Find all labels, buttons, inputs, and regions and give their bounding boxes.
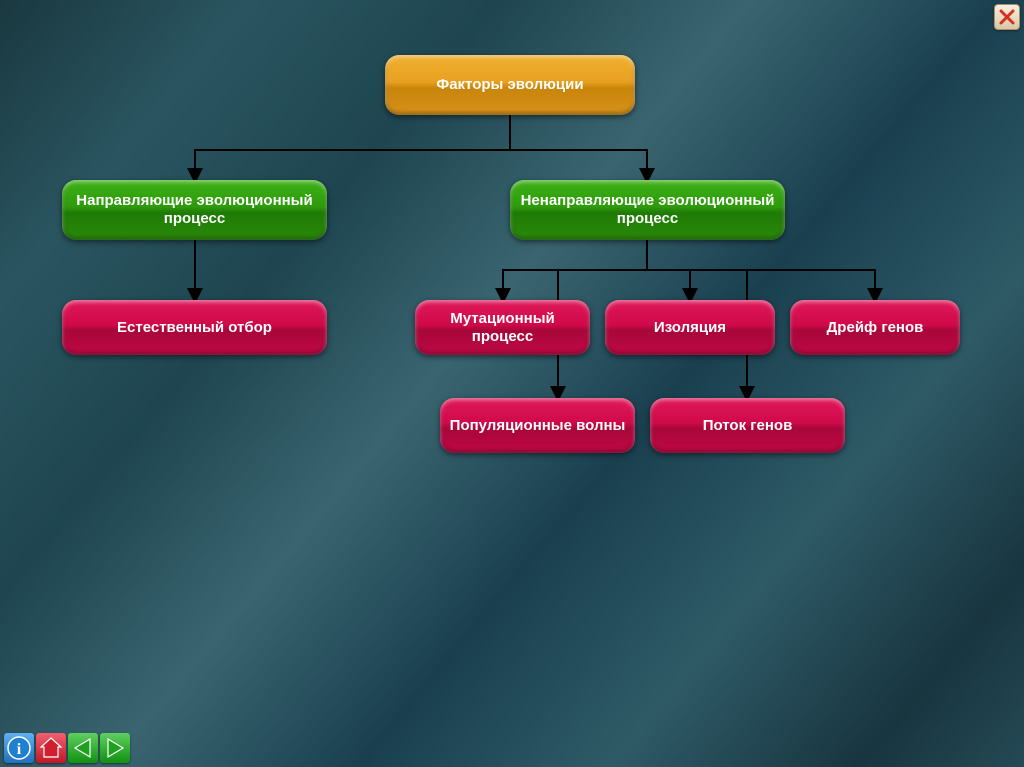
close-icon	[998, 8, 1016, 26]
info-button[interactable]: i	[4, 733, 34, 763]
node-label: Дрейф генов	[827, 319, 924, 337]
node-drift: Дрейф генов	[790, 300, 960, 355]
node-label: Изоляция	[654, 319, 726, 337]
svg-text:i: i	[17, 741, 22, 758]
node-root: Факторы эволюции	[385, 55, 635, 115]
edge-right-isolation	[647, 240, 690, 300]
node-natsel: Естественный отбор	[62, 300, 327, 355]
info-icon: i	[6, 735, 32, 761]
node-waves: Популяционные волны	[440, 398, 635, 453]
node-label: Мутационный процесс	[423, 310, 582, 346]
home-icon	[38, 735, 64, 761]
node-label: Направляющие эволюционный процесс	[70, 192, 319, 228]
node-label: Поток генов	[703, 417, 793, 435]
next-button[interactable]	[100, 733, 130, 763]
edge-right-mutation	[503, 240, 647, 300]
node-label: Ненаправляющие эволюционный процесс	[518, 192, 777, 228]
edge-root-right	[510, 115, 647, 180]
node-label: Факторы эволюции	[436, 76, 583, 94]
prev-button[interactable]	[68, 733, 98, 763]
triangle-right-icon	[102, 735, 128, 761]
close-button[interactable]	[994, 4, 1020, 30]
node-right: Ненаправляющие эволюционный процесс	[510, 180, 785, 240]
home-button[interactable]	[36, 733, 66, 763]
triangle-left-icon	[70, 735, 96, 761]
edge-right-drift	[647, 240, 875, 300]
node-left: Направляющие эволюционный процесс	[62, 180, 327, 240]
node-flow: Поток генов	[650, 398, 845, 453]
connector-layer	[0, 0, 1024, 767]
node-label: Естественный отбор	[117, 319, 272, 337]
node-label: Популяционные волны	[450, 417, 626, 435]
node-isolation: Изоляция	[605, 300, 775, 355]
edge-root-left	[195, 115, 510, 180]
node-mutation: Мутационный процесс	[415, 300, 590, 355]
nav-bar: i	[4, 733, 130, 763]
